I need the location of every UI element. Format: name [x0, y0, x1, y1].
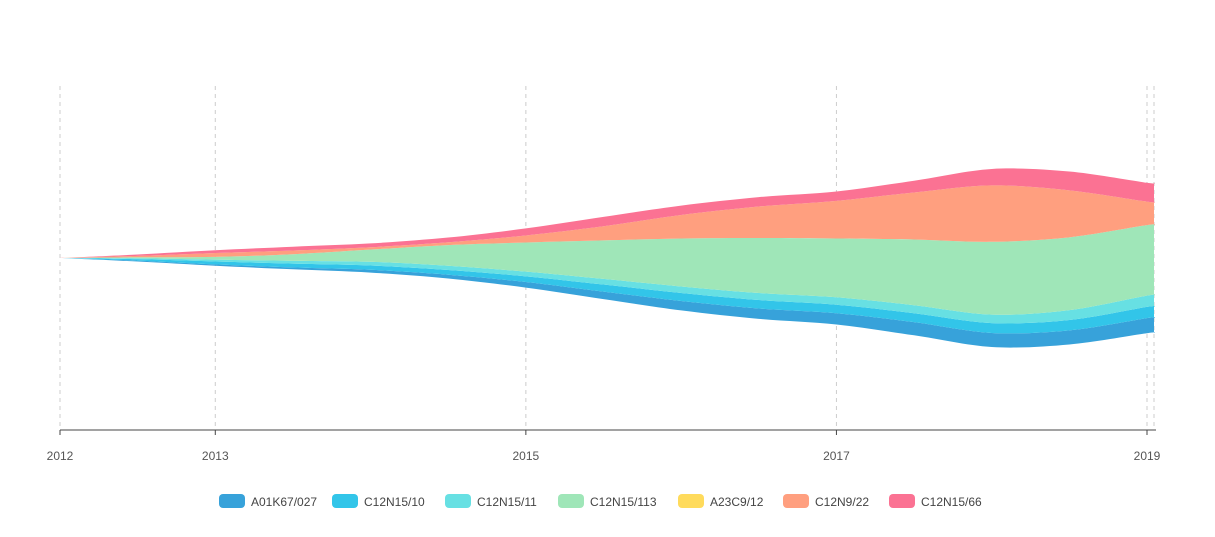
- x-tick-label: 2013: [202, 449, 229, 463]
- legend-item-c12n9-22[interactable]: C12N9/22: [783, 494, 869, 509]
- stream-areas[interactable]: [60, 168, 1155, 347]
- legend-swatch: [445, 494, 471, 508]
- legend-label: A01K67/027: [251, 495, 317, 509]
- legend-label: A23C9/12: [710, 495, 764, 509]
- legend-swatch: [219, 494, 245, 508]
- x-tick-label: 2019: [1134, 449, 1161, 463]
- legend-label: C12N15/10: [364, 495, 425, 509]
- legend-item-a01k67-027[interactable]: A01K67/027: [219, 494, 317, 509]
- legend-label: C12N15/113: [590, 495, 657, 509]
- x-tick-label: 2012: [47, 449, 74, 463]
- legend-label: C12N15/66: [921, 495, 982, 509]
- legend-item-c12n15-66[interactable]: C12N15/66: [889, 494, 982, 509]
- x-tick-label: 2017: [823, 449, 850, 463]
- legend-label: C12N15/11: [477, 495, 537, 509]
- x-tick-label: 2015: [513, 449, 540, 463]
- legend-item-c12n15-11[interactable]: C12N15/11: [445, 494, 537, 509]
- legend-swatch: [558, 494, 584, 508]
- streamgraph-chart: 2012 2013 2015 2017 2019 A01K67/027 C12N15/10…: [0, 0, 1215, 537]
- legend-swatch: [678, 494, 704, 508]
- legend-item-c12n15-10[interactable]: C12N15/10: [332, 494, 425, 509]
- legend-swatch: [332, 494, 358, 508]
- legend-item-a23c9-12[interactable]: A23C9/12: [678, 494, 764, 509]
- legend-swatch: [889, 494, 915, 508]
- legend-swatch: [783, 494, 809, 508]
- legend[interactable]: A01K67/027 C12N15/10 C12N15/11 C12N15/113 A2…: [219, 494, 982, 509]
- legend-label: C12N9/22: [815, 495, 869, 509]
- legend-item-c12n15-113[interactable]: C12N15/113: [558, 494, 657, 509]
- x-axis-ticks: 2012 2013 2015 2017 2019: [47, 430, 1161, 463]
